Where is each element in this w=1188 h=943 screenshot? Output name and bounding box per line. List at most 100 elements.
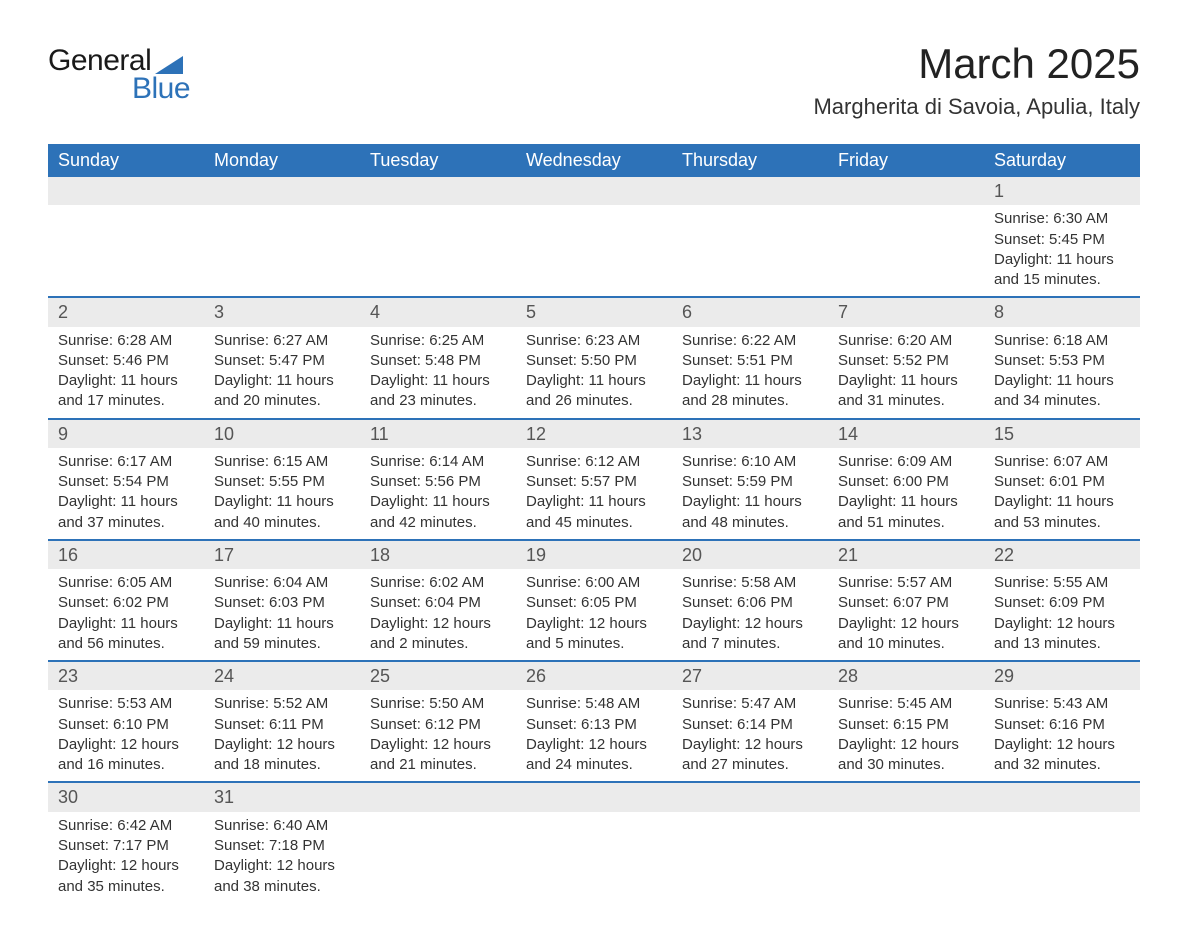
daynum-row: 9101112131415	[48, 419, 1140, 448]
day-number: 12	[516, 419, 672, 448]
day-number	[984, 782, 1140, 811]
day-header: Sunday	[48, 144, 204, 177]
day-details: Sunrise: 5:58 AMSunset: 6:06 PMDaylight:…	[672, 569, 828, 661]
day-number: 18	[360, 540, 516, 569]
day-details: Sunrise: 6:22 AMSunset: 5:51 PMDaylight:…	[672, 327, 828, 419]
day-details: Sunrise: 6:20 AMSunset: 5:52 PMDaylight:…	[828, 327, 984, 419]
day-number: 14	[828, 419, 984, 448]
logo: General Blue	[48, 40, 190, 106]
day-details: Sunrise: 5:57 AMSunset: 6:07 PMDaylight:…	[828, 569, 984, 661]
details-row: Sunrise: 6:17 AMSunset: 5:54 PMDaylight:…	[48, 448, 1140, 540]
day-number: 16	[48, 540, 204, 569]
day-header: Thursday	[672, 144, 828, 177]
day-details: Sunrise: 6:27 AMSunset: 5:47 PMDaylight:…	[204, 327, 360, 419]
day-number: 7	[828, 297, 984, 326]
day-number: 29	[984, 661, 1140, 690]
day-number: 8	[984, 297, 1140, 326]
day-details: Sunrise: 6:05 AMSunset: 6:02 PMDaylight:…	[48, 569, 204, 661]
day-header: Saturday	[984, 144, 1140, 177]
day-number: 11	[360, 419, 516, 448]
day-details: Sunrise: 5:43 AMSunset: 6:16 PMDaylight:…	[984, 690, 1140, 782]
day-details: Sunrise: 6:40 AMSunset: 7:18 PMDaylight:…	[204, 812, 360, 903]
day-details	[672, 205, 828, 297]
day-number: 23	[48, 661, 204, 690]
day-header-row: Sunday Monday Tuesday Wednesday Thursday…	[48, 144, 1140, 177]
day-number: 25	[360, 661, 516, 690]
day-number: 13	[672, 419, 828, 448]
day-number: 6	[672, 297, 828, 326]
day-number	[516, 177, 672, 205]
day-number: 26	[516, 661, 672, 690]
day-details: Sunrise: 6:15 AMSunset: 5:55 PMDaylight:…	[204, 448, 360, 540]
day-details	[204, 205, 360, 297]
day-details: Sunrise: 6:12 AMSunset: 5:57 PMDaylight:…	[516, 448, 672, 540]
daynum-row: 23242526272829	[48, 661, 1140, 690]
day-header: Monday	[204, 144, 360, 177]
day-header: Wednesday	[516, 144, 672, 177]
day-number: 5	[516, 297, 672, 326]
day-number: 21	[828, 540, 984, 569]
day-details	[828, 812, 984, 903]
day-number	[516, 782, 672, 811]
day-details: Sunrise: 6:18 AMSunset: 5:53 PMDaylight:…	[984, 327, 1140, 419]
day-details: Sunrise: 5:52 AMSunset: 6:11 PMDaylight:…	[204, 690, 360, 782]
day-number: 31	[204, 782, 360, 811]
day-details	[516, 812, 672, 903]
header: General Blue March 2025 Margherita di Sa…	[48, 40, 1140, 120]
day-header: Tuesday	[360, 144, 516, 177]
daynum-row: 16171819202122	[48, 540, 1140, 569]
day-details: Sunrise: 6:14 AMSunset: 5:56 PMDaylight:…	[360, 448, 516, 540]
day-number	[48, 177, 204, 205]
day-details	[516, 205, 672, 297]
day-number: 15	[984, 419, 1140, 448]
day-details	[672, 812, 828, 903]
day-details: Sunrise: 6:25 AMSunset: 5:48 PMDaylight:…	[360, 327, 516, 419]
day-details: Sunrise: 6:07 AMSunset: 6:01 PMDaylight:…	[984, 448, 1140, 540]
day-number: 2	[48, 297, 204, 326]
day-number: 19	[516, 540, 672, 569]
day-details: Sunrise: 5:53 AMSunset: 6:10 PMDaylight:…	[48, 690, 204, 782]
day-number: 1	[984, 177, 1140, 205]
day-details: Sunrise: 6:04 AMSunset: 6:03 PMDaylight:…	[204, 569, 360, 661]
day-number	[672, 177, 828, 205]
day-number: 27	[672, 661, 828, 690]
day-details: Sunrise: 6:17 AMSunset: 5:54 PMDaylight:…	[48, 448, 204, 540]
details-row: Sunrise: 6:42 AMSunset: 7:17 PMDaylight:…	[48, 812, 1140, 903]
day-number: 30	[48, 782, 204, 811]
day-number: 24	[204, 661, 360, 690]
title-block: March 2025 Margherita di Savoia, Apulia,…	[813, 40, 1140, 120]
day-number: 9	[48, 419, 204, 448]
details-row: Sunrise: 5:53 AMSunset: 6:10 PMDaylight:…	[48, 690, 1140, 782]
day-number	[360, 177, 516, 205]
daynum-row: 2345678	[48, 297, 1140, 326]
day-number	[672, 782, 828, 811]
logo-word-2: Blue	[132, 72, 190, 106]
day-number: 22	[984, 540, 1140, 569]
day-details	[984, 812, 1140, 903]
day-details: Sunrise: 6:00 AMSunset: 6:05 PMDaylight:…	[516, 569, 672, 661]
day-number: 20	[672, 540, 828, 569]
daynum-row: 3031	[48, 782, 1140, 811]
day-number	[204, 177, 360, 205]
day-number	[828, 782, 984, 811]
day-details: Sunrise: 5:55 AMSunset: 6:09 PMDaylight:…	[984, 569, 1140, 661]
day-number: 4	[360, 297, 516, 326]
day-details: Sunrise: 6:42 AMSunset: 7:17 PMDaylight:…	[48, 812, 204, 903]
day-details: Sunrise: 6:09 AMSunset: 6:00 PMDaylight:…	[828, 448, 984, 540]
day-number	[828, 177, 984, 205]
day-number: 17	[204, 540, 360, 569]
day-details	[360, 205, 516, 297]
day-details: Sunrise: 6:30 AMSunset: 5:45 PMDaylight:…	[984, 205, 1140, 297]
day-number: 3	[204, 297, 360, 326]
day-details: Sunrise: 5:50 AMSunset: 6:12 PMDaylight:…	[360, 690, 516, 782]
day-details: Sunrise: 6:10 AMSunset: 5:59 PMDaylight:…	[672, 448, 828, 540]
day-details: Sunrise: 5:47 AMSunset: 6:14 PMDaylight:…	[672, 690, 828, 782]
day-details	[48, 205, 204, 297]
day-number: 28	[828, 661, 984, 690]
day-header: Friday	[828, 144, 984, 177]
details-row: Sunrise: 6:05 AMSunset: 6:02 PMDaylight:…	[48, 569, 1140, 661]
month-title: March 2025	[813, 40, 1140, 88]
day-details	[360, 812, 516, 903]
day-details: Sunrise: 5:45 AMSunset: 6:15 PMDaylight:…	[828, 690, 984, 782]
day-details: Sunrise: 6:28 AMSunset: 5:46 PMDaylight:…	[48, 327, 204, 419]
